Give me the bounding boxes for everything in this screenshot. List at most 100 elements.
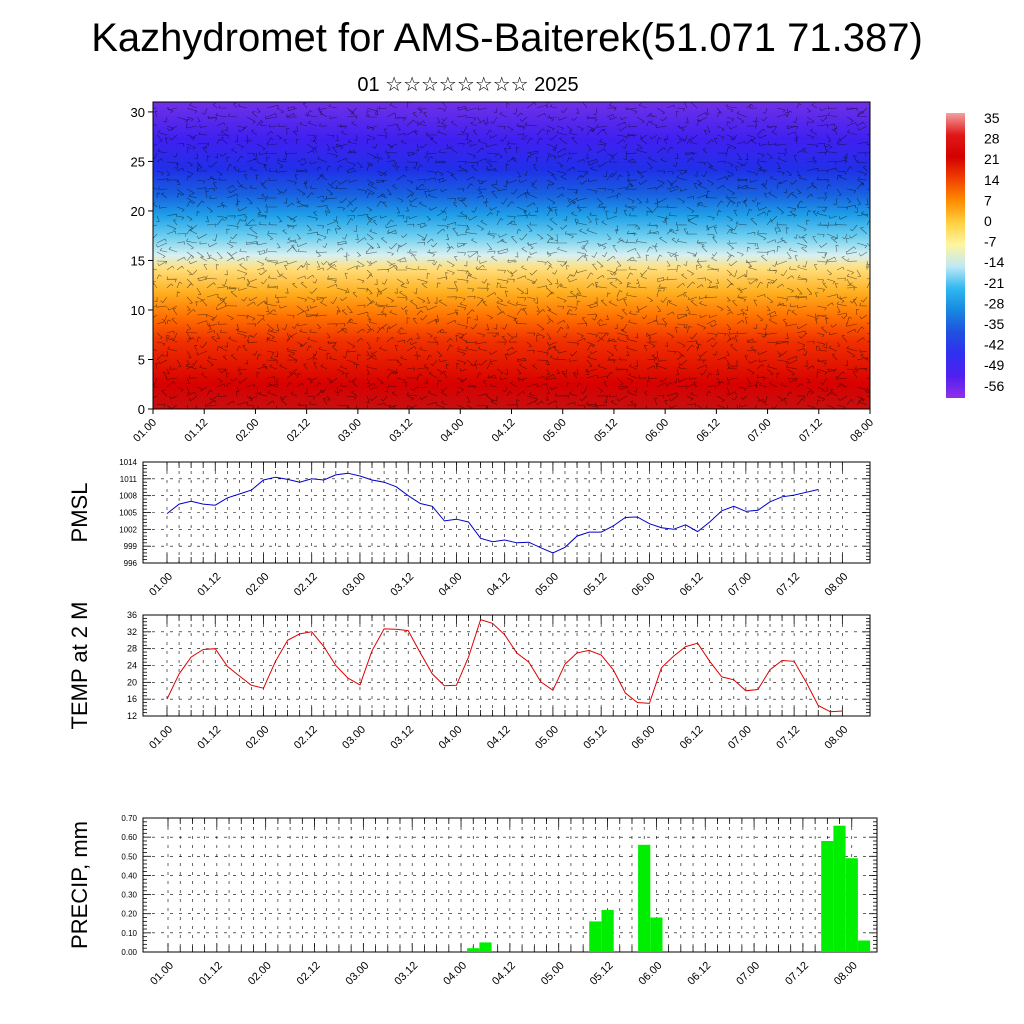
x-tick-label: 04.12 [485,571,513,599]
x-tick-label: 06.12 [695,417,723,445]
y-tick-label: 30 [131,105,145,120]
y-tick-label: 0.00 [121,948,137,957]
y-tick-label: 16 [127,694,137,704]
precip-bar [845,858,858,952]
x-tick-label: 05.12 [592,417,620,445]
x-tick-label: 01.12 [182,417,210,445]
x-tick-label: 08.00 [848,417,876,445]
x-tick-label: 07.12 [783,960,811,988]
y-tick-label: 0.40 [121,871,137,880]
chart-subtitle: 01 ☆☆☆☆☆☆☆☆ 2025 [357,74,579,96]
y-tick-label: 999 [124,542,138,551]
x-tick-label: 03.12 [392,960,420,988]
x-tick-label: 07.00 [726,724,754,752]
colorbar-label: -49 [984,357,1004,373]
x-tick-label: 08.00 [832,960,860,988]
y-tick-label: 996 [124,559,138,568]
x-tick-label: 01.12 [195,724,223,752]
x-tick-label: 02.12 [285,417,313,445]
y-tick-label: 0.20 [121,910,137,919]
y-tick-label: 1014 [119,458,137,467]
colorbar-label: 28 [984,131,1000,147]
x-tick-label: 01.00 [131,417,159,445]
wind-barbs [153,102,870,409]
x-tick-label: 01.00 [148,960,176,988]
x-tick-label: 07.00 [734,960,762,988]
precip-bar [857,940,871,952]
x-tick-label: 07.12 [774,724,802,752]
x-tick-label: 03.00 [336,417,364,445]
x-tick-label: 04.00 [438,417,466,445]
precip-bar [650,917,663,952]
y-tick-label: 0.30 [121,891,137,900]
x-tick-label: 05.00 [533,724,561,752]
colorbar-scale [946,113,965,398]
x-tick-label: 04.00 [441,960,469,988]
y-tick-label: 1002 [119,525,137,534]
colorbar-label: 14 [984,172,1000,188]
colorbar-label: 21 [984,151,1000,167]
x-tick-label: 02.00 [244,571,272,599]
x-tick-label: 06.12 [678,724,706,752]
x-tick-label: 05.00 [541,417,569,445]
precip-bar [638,844,651,952]
x-tick-label: 01.00 [147,571,175,599]
x-tick-label: 08.00 [823,724,851,752]
precip-panel: 0.00 0.10 0.20 0.30 0.40 0.50 0.60 0.70 01.00 01.… [67,814,878,988]
y-tick-label: 20 [131,204,145,219]
x-tick-label: 02.00 [234,417,262,445]
x-tick-label: 01.00 [147,724,175,752]
grid-lines [143,818,877,952]
colorbar-label: -56 [984,378,1004,394]
x-tick-label: 06.00 [643,417,671,445]
y-tick-label: 28 [127,644,137,654]
grid-lines [143,462,870,563]
x-tick-label: 03.00 [344,960,372,988]
x-tick-label: 04.00 [437,571,465,599]
temp-panel: 12 16 20 24 28 32 36 01.00 01.12 02.00 02.12 03.00 0… [67,602,871,752]
y-axis-label: PMSL [67,483,92,543]
chart-title: Kazhydromet for AMS-Baiterek(51.071 71.3… [91,16,923,60]
colorbar-label: 35 [984,110,1000,126]
y-tick-label: 20 [127,677,137,687]
x-tick-label: 04.12 [485,724,513,752]
precip-bar [821,841,834,952]
y-tick-label: 5 [138,352,145,367]
precip-bar [467,948,480,952]
colorbar-label: -28 [984,295,1004,311]
precip-bar [479,942,492,952]
x-tick-label: 05.12 [581,724,609,752]
y-tick-label: 1008 [119,492,137,501]
y-tick-label: 0.70 [121,814,137,823]
y-tick-label: 32 [127,627,137,637]
x-tick-label: 02.00 [244,724,272,752]
x-tick-label: 02.12 [292,571,320,599]
x-tick-label: 03.12 [388,571,416,599]
x-tick-label: 08.00 [823,571,851,599]
x-tick-label: 04.12 [490,417,518,445]
colorbar-label: -7 [984,234,997,250]
x-tick-label: 06.12 [678,571,706,599]
x-tick-label: 05.12 [588,960,616,988]
y-axis-label: PRECIP, mm [67,821,92,949]
x-tick-label: 02.12 [295,960,323,988]
x-tick-label: 02.12 [292,724,320,752]
x-tick-label: 02.00 [246,960,274,988]
x-tick-label: 03.00 [340,724,368,752]
x-tick-label: 06.00 [637,960,665,988]
colorbar-label: -35 [984,316,1004,332]
y-tick-label: 0.10 [121,929,137,938]
series-line [166,472,819,554]
x-tick-label: 07.12 [797,417,825,445]
colorbar: 35 28 21 14 7 0 -7 -14 -21 -28 -35 -42 -49 -56 [946,110,1004,398]
cross-section-panel: 0 5 10 15 20 25 30 01.00 01.12 02.00 02.12 03.00 03.… [131,101,876,445]
y-tick-label: 25 [131,154,145,169]
x-tick-label: 01.12 [195,571,223,599]
colorbar-label: 0 [984,213,992,229]
temperature-field [153,102,870,409]
y-tick-label: 12 [127,711,137,721]
grid-lines [143,615,870,716]
x-tick-label: 07.00 [746,417,774,445]
x-tick-label: 07.12 [774,571,802,599]
